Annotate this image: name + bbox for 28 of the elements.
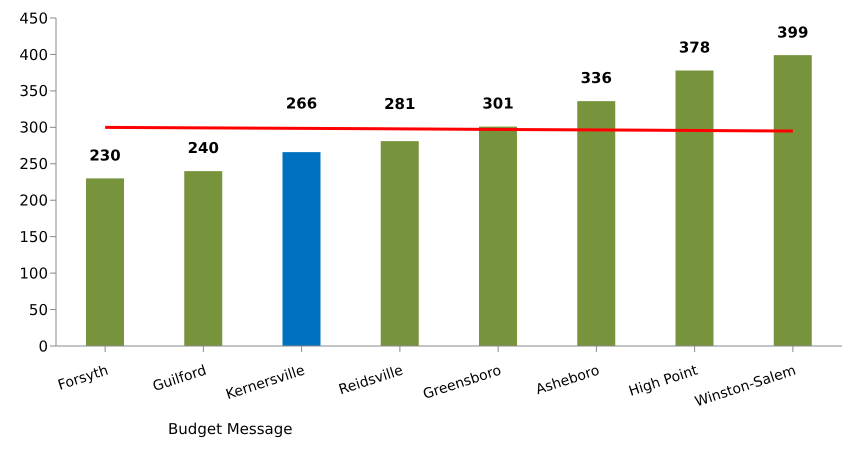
y-tick-label: 0 (38, 337, 48, 356)
y-tick-label: 350 (19, 82, 48, 100)
y-tick-label: 300 (19, 118, 48, 137)
bar (86, 178, 124, 346)
y-tick-label: 100 (19, 264, 48, 282)
y-tick-label: 50 (28, 300, 48, 319)
text: Budget Message (168, 420, 292, 438)
x-tick-label: Forsyth (56, 362, 110, 394)
bar (380, 141, 419, 346)
data-label: 240 (188, 139, 219, 158)
y-tick-label: 150 (19, 228, 48, 246)
data-label: 281 (384, 94, 416, 114)
bar (676, 70, 714, 346)
data-label: 378 (678, 38, 710, 57)
y-tick-label: 250 (19, 155, 48, 174)
y-tick-label: 200 (19, 192, 48, 210)
data-label: 230 (89, 146, 121, 164)
bar (184, 171, 222, 346)
bar (282, 152, 320, 346)
bar (479, 126, 517, 346)
data-label: 336 (580, 69, 612, 88)
data-label: 399 (777, 23, 808, 42)
data-label: 266 (286, 94, 318, 112)
bar (577, 101, 616, 346)
y-tick-label: 400 (19, 46, 48, 64)
bar (774, 55, 812, 346)
y-tick-label: 450 (19, 9, 48, 28)
data-label: 301 (482, 94, 514, 113)
